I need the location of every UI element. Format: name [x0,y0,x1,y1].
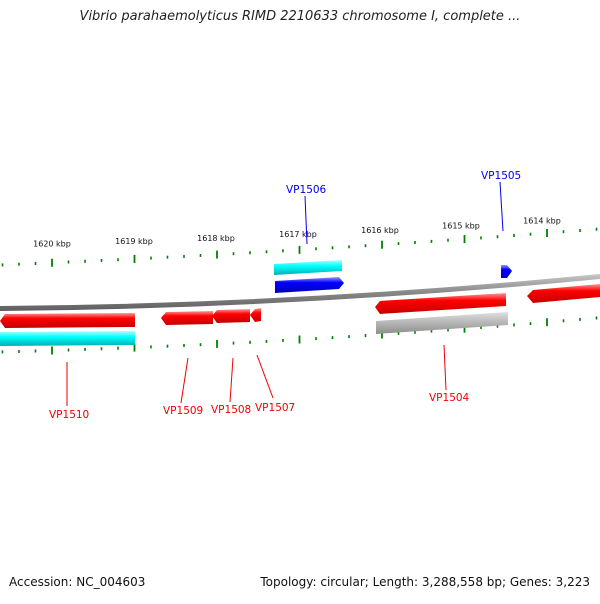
scale-label: 1615 kbp [442,221,480,230]
gene-label-vp1505[interactable]: VP1505 [481,170,521,182]
gene-labels: VP1506 VP1505 VP1510 VP1509 VP1508 VP150… [49,170,521,421]
scale-labels: 1620 kbp 1619 kbp 1618 kbp 1617 kbp 1616 kbp… [33,216,561,248]
scale-label: 1618 kbp [197,234,235,243]
scale-label: 1617 kbp [279,230,317,239]
gene-label-lines [66,181,504,406]
gene-feature-vp1505[interactable] [501,265,512,278]
gene-label-vp1504[interactable]: VP1504 [429,392,470,404]
gene-label-vp1509[interactable]: VP1509 [163,405,203,417]
accession-text: Accession: NC_004603 [9,575,146,589]
topology-text: Topology: circular; Length: 3,288,558 bp… [260,575,590,589]
scale-label: 1619 kbp [115,237,153,246]
gene-label-vp1506[interactable]: VP1506 [286,184,327,196]
gene-label-vp1510[interactable]: VP1510 [49,409,89,421]
gene-feature-vp1506[interactable] [275,277,344,293]
gene-label-vp1508[interactable]: VP1508 [211,404,251,416]
gene-features [0,260,600,346]
gene-feature-vp1503[interactable] [527,284,600,303]
gene-feature-vp1508[interactable] [212,309,250,323]
scale-label: 1620 kbp [33,240,71,249]
scale-ticks-outer [1,227,598,267]
gene-feature-vp1507[interactable] [250,308,261,322]
scale-label: 1614 kbp [523,216,561,225]
cds-feature-vp1504[interactable] [376,312,508,334]
cds-feature-vp1506[interactable] [274,260,342,275]
chromosome-backbone [0,274,600,311]
page-title: Vibrio parahaemolyticus RIMD 2210633 chr… [79,9,521,24]
gene-feature-vp1510[interactable] [0,313,135,328]
scale-label: 1616 kbp [361,226,399,235]
scale-ticks-inner [1,316,598,355]
gene-label-vp1507[interactable]: VP1507 [255,402,295,414]
gene-feature-vp1509[interactable] [161,311,213,325]
gene-feature-vp1504[interactable] [375,293,506,314]
cds-feature-vp1510[interactable] [0,331,135,346]
